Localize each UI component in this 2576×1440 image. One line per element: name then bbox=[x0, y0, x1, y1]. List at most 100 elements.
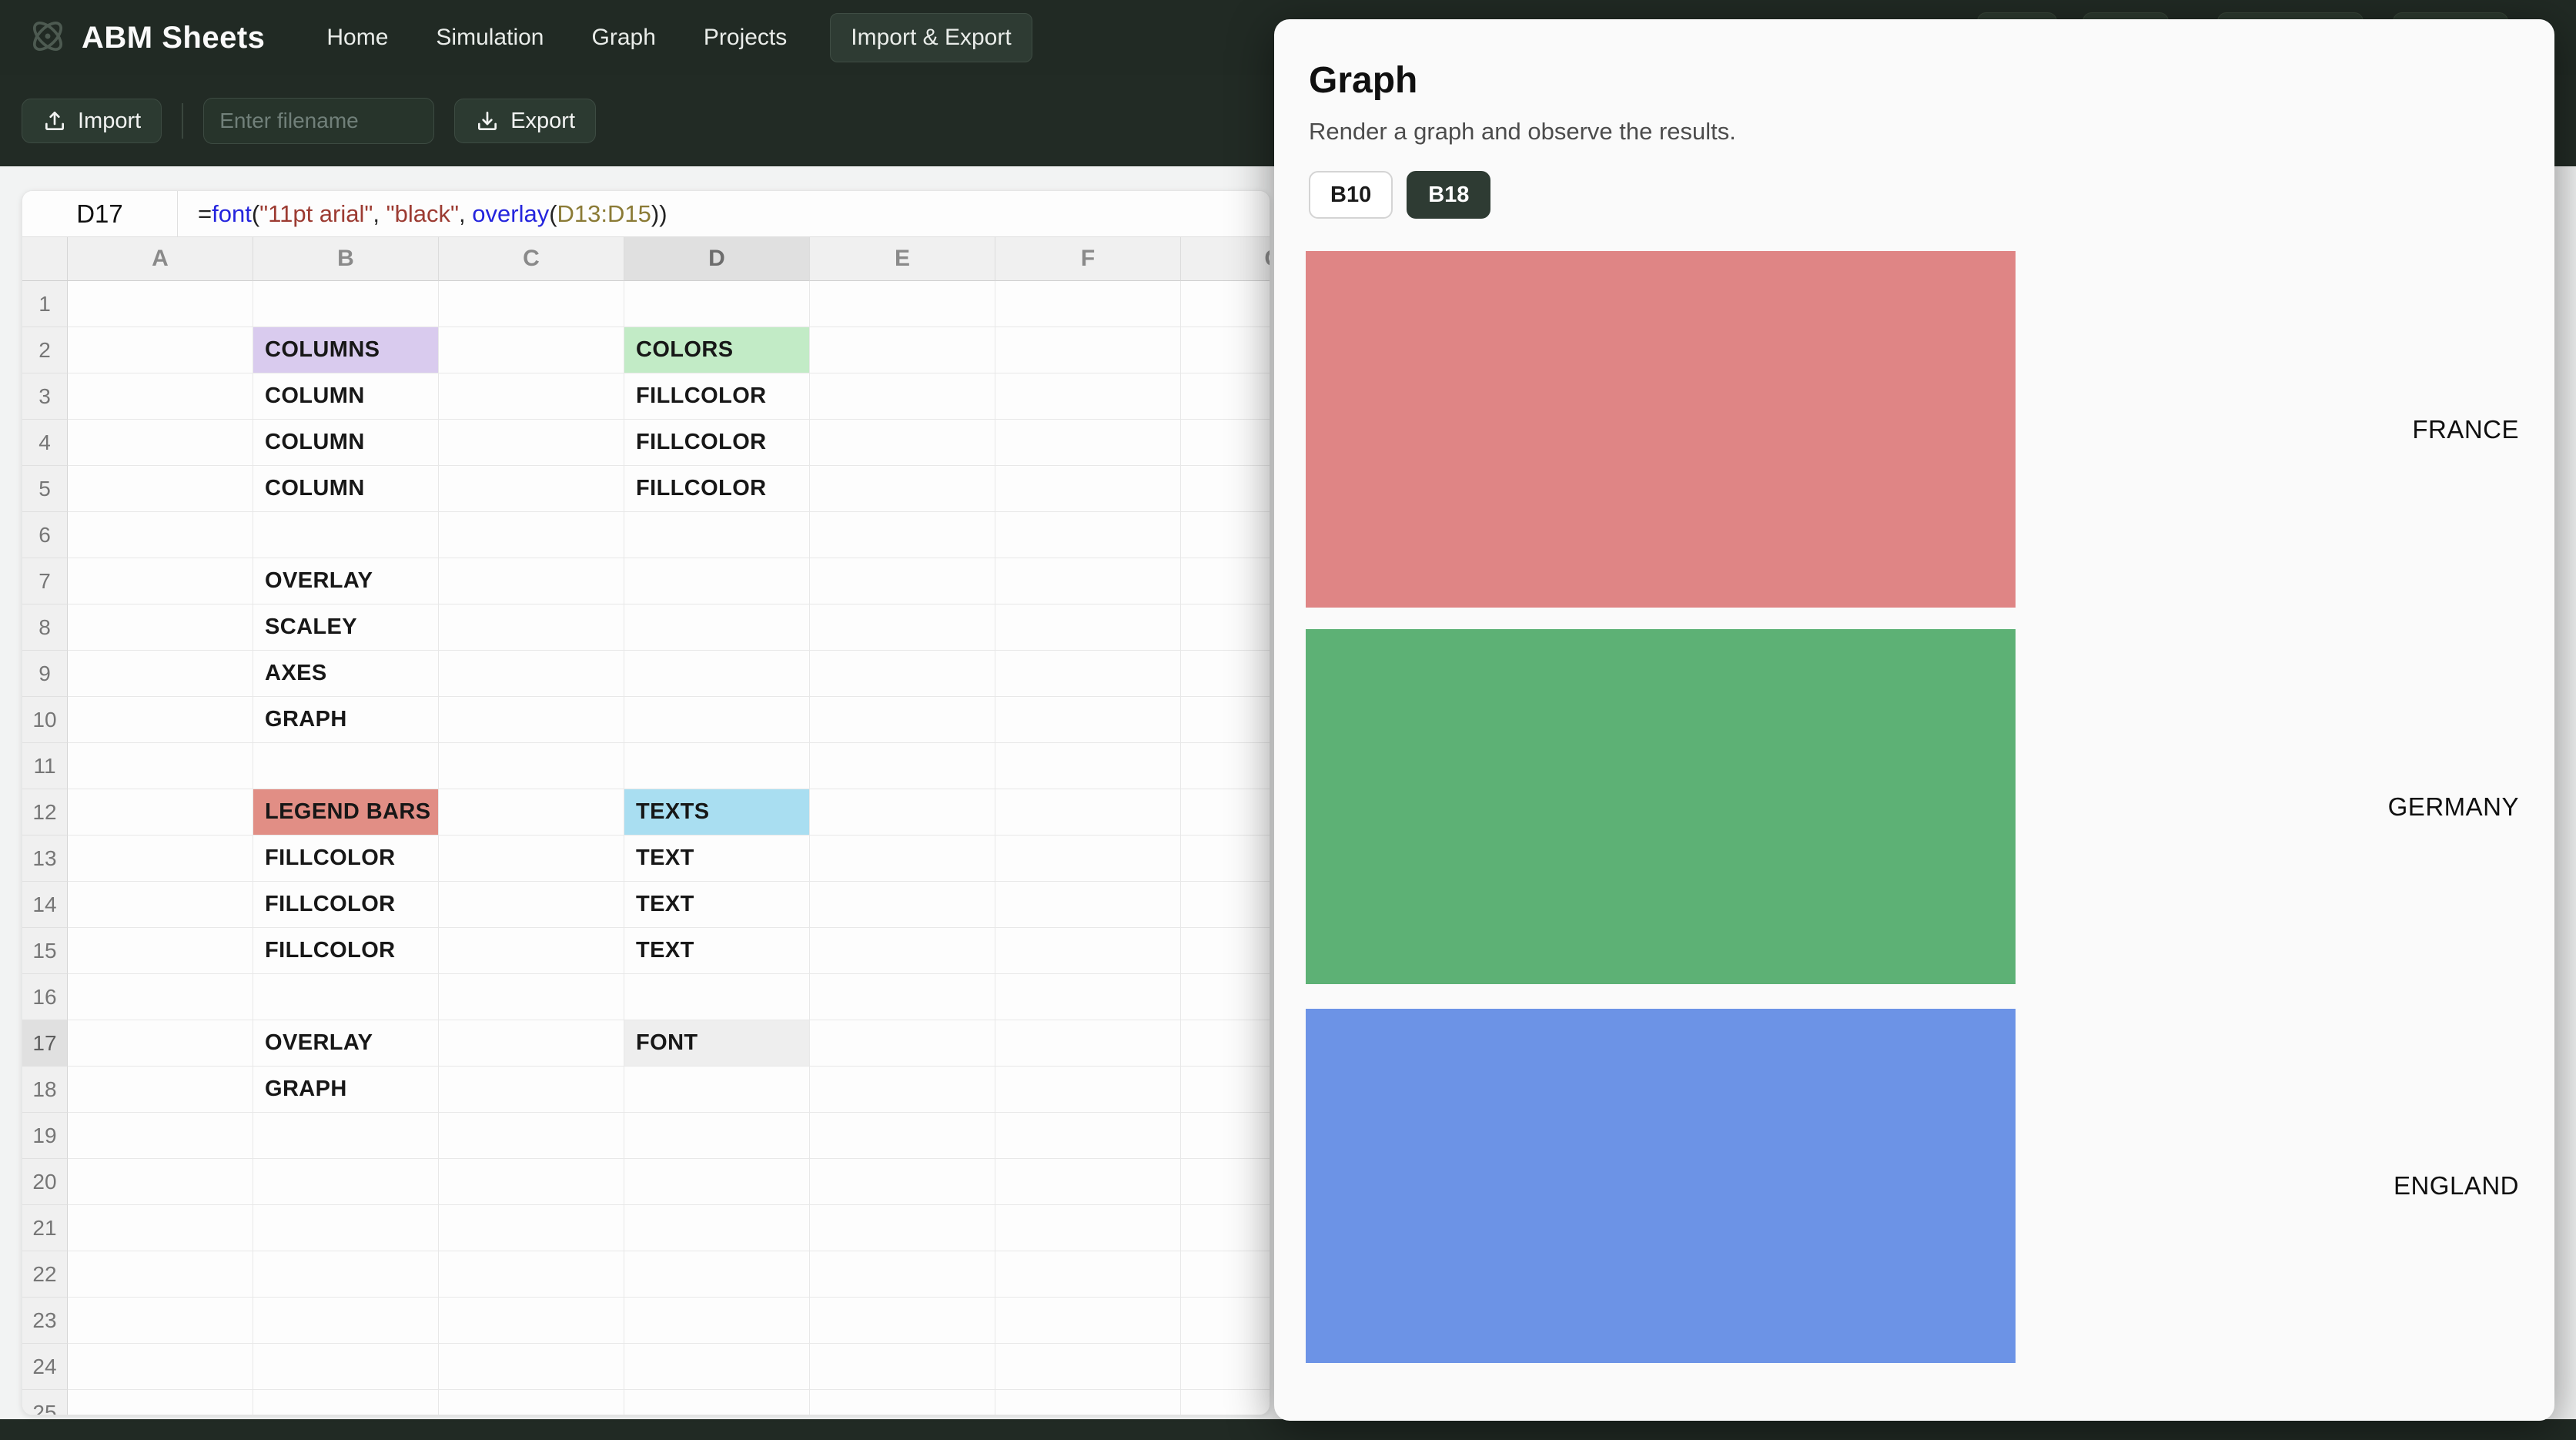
cell-D2[interactable]: COLORS bbox=[624, 327, 810, 373]
row-header-18[interactable]: 18 bbox=[22, 1067, 68, 1113]
cell-G13[interactable] bbox=[1181, 836, 1270, 882]
row-header-9[interactable]: 9 bbox=[22, 651, 68, 697]
cell-A25[interactable] bbox=[68, 1390, 253, 1415]
cell-F3[interactable] bbox=[995, 373, 1181, 420]
row-header-21[interactable]: 21 bbox=[22, 1205, 68, 1251]
cell-C17[interactable] bbox=[439, 1020, 624, 1067]
row-header-23[interactable]: 23 bbox=[22, 1298, 68, 1344]
cell-D17[interactable]: FONT bbox=[624, 1020, 810, 1067]
cell-C25[interactable] bbox=[439, 1390, 624, 1415]
cell-E2[interactable] bbox=[810, 327, 995, 373]
row-header-1[interactable]: 1 bbox=[22, 281, 68, 327]
row-header-10[interactable]: 10 bbox=[22, 697, 68, 743]
cell-B3[interactable]: COLUMN bbox=[253, 373, 439, 420]
cell-A17[interactable] bbox=[68, 1020, 253, 1067]
cell-G25[interactable] bbox=[1181, 1390, 1270, 1415]
cell-E1[interactable] bbox=[810, 281, 995, 327]
cell-A11[interactable] bbox=[68, 743, 253, 789]
cell-F1[interactable] bbox=[995, 281, 1181, 327]
cell-G16[interactable] bbox=[1181, 974, 1270, 1020]
cell-C10[interactable] bbox=[439, 697, 624, 743]
cell-E10[interactable] bbox=[810, 697, 995, 743]
cell-F15[interactable] bbox=[995, 928, 1181, 974]
cell-F18[interactable] bbox=[995, 1067, 1181, 1113]
row-header-13[interactable]: 13 bbox=[22, 836, 68, 882]
cell-A2[interactable] bbox=[68, 327, 253, 373]
cell-D25[interactable] bbox=[624, 1390, 810, 1415]
formula-input[interactable]: = font("11pt arial", "black", overlay(D13… bbox=[178, 191, 1270, 236]
row-header-6[interactable]: 6 bbox=[22, 512, 68, 558]
cell-E22[interactable] bbox=[810, 1251, 995, 1298]
cell-A20[interactable] bbox=[68, 1159, 253, 1205]
graph-tab-b10[interactable]: B10 bbox=[1309, 171, 1393, 219]
nav-item-home[interactable]: Home bbox=[326, 25, 389, 50]
cell-B4[interactable]: COLUMN bbox=[253, 420, 439, 466]
cell-G3[interactable] bbox=[1181, 373, 1270, 420]
cell-E15[interactable] bbox=[810, 928, 995, 974]
cell-G7[interactable] bbox=[1181, 558, 1270, 604]
cell-F2[interactable] bbox=[995, 327, 1181, 373]
cell-E5[interactable] bbox=[810, 466, 995, 512]
cell-B17[interactable]: OVERLAY bbox=[253, 1020, 439, 1067]
nav-item-simulation[interactable]: Simulation bbox=[436, 25, 544, 50]
row-header-8[interactable]: 8 bbox=[22, 604, 68, 651]
cell-A10[interactable] bbox=[68, 697, 253, 743]
row-header-3[interactable]: 3 bbox=[22, 373, 68, 420]
cell-D22[interactable] bbox=[624, 1251, 810, 1298]
cell-C13[interactable] bbox=[439, 836, 624, 882]
cell-D8[interactable] bbox=[624, 604, 810, 651]
cell-A1[interactable] bbox=[68, 281, 253, 327]
nav-item-projects[interactable]: Projects bbox=[703, 25, 788, 50]
cell-C3[interactable] bbox=[439, 373, 624, 420]
cell-B11[interactable] bbox=[253, 743, 439, 789]
cell-C1[interactable] bbox=[439, 281, 624, 327]
graph-tab-b18[interactable]: B18 bbox=[1407, 171, 1491, 219]
cell-B8[interactable]: SCALEY bbox=[253, 604, 439, 651]
row-header-17[interactable]: 17 bbox=[22, 1020, 68, 1067]
cell-A19[interactable] bbox=[68, 1113, 253, 1159]
cell-D12[interactable]: TEXTS bbox=[624, 789, 810, 836]
cell-B15[interactable]: FILLCOLOR bbox=[253, 928, 439, 974]
cell-A6[interactable] bbox=[68, 512, 253, 558]
cell-F10[interactable] bbox=[995, 697, 1181, 743]
row-header-24[interactable]: 24 bbox=[22, 1344, 68, 1390]
cell-E20[interactable] bbox=[810, 1159, 995, 1205]
cell-B13[interactable]: FILLCOLOR bbox=[253, 836, 439, 882]
cell-C24[interactable] bbox=[439, 1344, 624, 1390]
cell-C16[interactable] bbox=[439, 974, 624, 1020]
cell-G8[interactable] bbox=[1181, 604, 1270, 651]
row-header-15[interactable]: 15 bbox=[22, 928, 68, 974]
cell-G18[interactable] bbox=[1181, 1067, 1270, 1113]
cell-A7[interactable] bbox=[68, 558, 253, 604]
cell-D1[interactable] bbox=[624, 281, 810, 327]
cell-C5[interactable] bbox=[439, 466, 624, 512]
cell-G10[interactable] bbox=[1181, 697, 1270, 743]
cell-C4[interactable] bbox=[439, 420, 624, 466]
cell-A24[interactable] bbox=[68, 1344, 253, 1390]
cell-G6[interactable] bbox=[1181, 512, 1270, 558]
nav-item-import-export[interactable]: Import & Export bbox=[830, 13, 1032, 62]
cell-D13[interactable]: TEXT bbox=[624, 836, 810, 882]
cell-D6[interactable] bbox=[624, 512, 810, 558]
grid-corner-cell[interactable] bbox=[22, 237, 68, 281]
cell-E17[interactable] bbox=[810, 1020, 995, 1067]
cell-B14[interactable]: FILLCOLOR bbox=[253, 882, 439, 928]
cell-E25[interactable] bbox=[810, 1390, 995, 1415]
cell-B16[interactable] bbox=[253, 974, 439, 1020]
cell-F9[interactable] bbox=[995, 651, 1181, 697]
cell-E7[interactable] bbox=[810, 558, 995, 604]
cell-G2[interactable] bbox=[1181, 327, 1270, 373]
cell-E18[interactable] bbox=[810, 1067, 995, 1113]
cell-F23[interactable] bbox=[995, 1298, 1181, 1344]
cell-D3[interactable]: FILLCOLOR bbox=[624, 373, 810, 420]
cell-F4[interactable] bbox=[995, 420, 1181, 466]
cell-E16[interactable] bbox=[810, 974, 995, 1020]
cell-F8[interactable] bbox=[995, 604, 1181, 651]
cell-B21[interactable] bbox=[253, 1205, 439, 1251]
cell-D7[interactable] bbox=[624, 558, 810, 604]
cell-F6[interactable] bbox=[995, 512, 1181, 558]
import-button[interactable]: Import bbox=[22, 99, 162, 143]
cell-E13[interactable] bbox=[810, 836, 995, 882]
cell-F20[interactable] bbox=[995, 1159, 1181, 1205]
cell-A14[interactable] bbox=[68, 882, 253, 928]
